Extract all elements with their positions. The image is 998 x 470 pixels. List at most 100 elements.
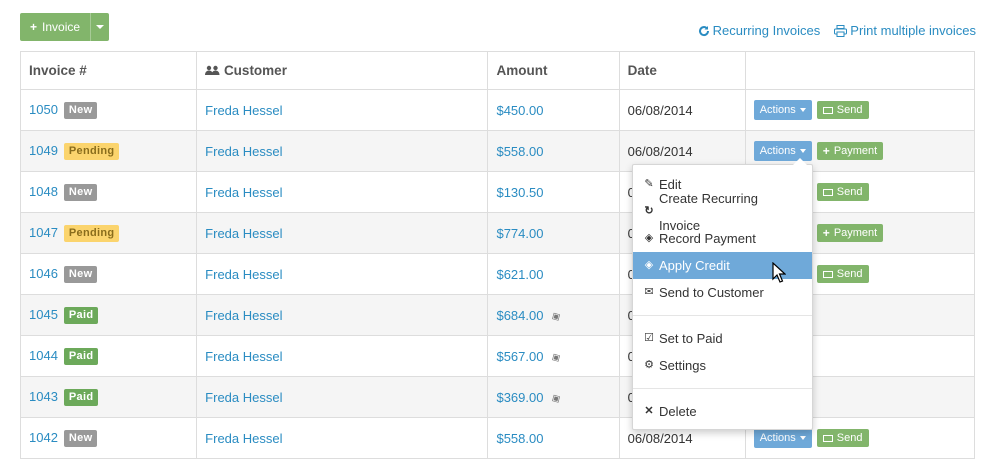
menu-item-edit[interactable]: ✎ Edit xyxy=(633,171,812,198)
actions-button[interactable]: Actions xyxy=(753,141,812,161)
plus-icon: + xyxy=(822,226,830,240)
amount-link[interactable]: $450.00 xyxy=(496,102,544,118)
send-button[interactable]: Send xyxy=(816,265,869,283)
send-button[interactable]: Send xyxy=(816,429,869,447)
tag-icon[interactable]: ◈ xyxy=(548,389,564,406)
customer-link[interactable]: Freda Hessel xyxy=(205,266,283,282)
print-multiple-link[interactable]: Print multiple invoices xyxy=(834,23,976,38)
gear-icon: ⚙ xyxy=(644,359,654,371)
invoice-number-link[interactable]: 1048 xyxy=(29,183,58,199)
date-text: 06/08/2014 xyxy=(627,143,693,159)
customer-link[interactable]: Freda Hessel xyxy=(205,225,283,241)
customer-cell: Freda Hessel xyxy=(196,212,489,254)
actions-button[interactable]: Actions xyxy=(753,100,812,120)
invoice-number-link[interactable]: 1043 xyxy=(29,388,58,404)
column-header-amount[interactable]: Amount xyxy=(487,51,620,90)
envelope-icon: ✉ xyxy=(644,286,654,298)
column-header-date[interactable]: Date xyxy=(618,51,746,90)
menu-item-record-payment[interactable]: ◈ Record Payment xyxy=(633,225,812,252)
amount-link[interactable]: $621.00 xyxy=(496,266,544,282)
table-row: 1042 New Freda Hessel $558.00 06/08/2014 … xyxy=(19,417,976,459)
amount-cell: $130.50 xyxy=(487,171,620,213)
printer-icon xyxy=(834,24,848,37)
invoice-table: Invoice # Customer Amount Date 1050 New F… xyxy=(19,51,976,459)
date-text: 06/08/2014 xyxy=(627,430,693,446)
new-invoice-button[interactable]: + Invoice xyxy=(20,13,91,41)
recurring-invoices-link[interactable]: Recurring Invoices xyxy=(698,23,820,38)
payment-button[interactable]: + Payment xyxy=(816,224,884,242)
tag-icon[interactable]: ◈ xyxy=(548,307,564,324)
amount-cell: $450.00 xyxy=(487,89,620,131)
menu-item-delete[interactable]: ✕ Delete xyxy=(633,398,812,425)
amount-link[interactable]: $684.00 xyxy=(496,307,544,323)
menu-item-create-recurring[interactable]: ↻ Create Recurring Invoice xyxy=(644,190,758,233)
amount-link[interactable]: $558.00 xyxy=(496,143,544,159)
column-header-invoice[interactable]: Invoice # xyxy=(19,51,198,90)
customer-link[interactable]: Freda Hessel xyxy=(205,430,283,446)
envelope-icon xyxy=(822,188,833,196)
close-icon: ✕ xyxy=(644,405,654,417)
invoice-number-cell: 1044 Paid xyxy=(19,335,198,377)
invoice-number-cell: 1046 New xyxy=(19,253,198,295)
chevron-down-icon xyxy=(799,149,806,153)
menu-divider xyxy=(633,388,812,389)
customer-cell: Freda Hessel xyxy=(196,171,489,213)
menu-item-set-to-paid[interactable]: ☑ Set to Paid xyxy=(633,325,812,352)
chevron-down-icon xyxy=(799,108,806,112)
customer-cell: Freda Hessel xyxy=(196,417,489,459)
amount-link[interactable]: $369.00 xyxy=(496,389,544,405)
customer-cell: Freda Hessel xyxy=(196,89,489,131)
invoice-number-link[interactable]: 1047 xyxy=(29,224,58,240)
invoice-number-link[interactable]: 1045 xyxy=(29,306,58,322)
menu-item-send-to-customer[interactable]: ✉ Send to Customer xyxy=(633,279,812,306)
amount-link[interactable]: $567.00 xyxy=(496,348,544,364)
customer-link[interactable]: Freda Hessel xyxy=(205,184,283,200)
menu-divider xyxy=(633,315,812,316)
customer-link[interactable]: Freda Hessel xyxy=(205,102,283,118)
invoice-number-link[interactable]: 1050 xyxy=(29,101,58,117)
status-badge: Pending xyxy=(63,224,120,242)
invoice-number-link[interactable]: 1042 xyxy=(29,429,58,445)
new-invoice-label: Invoice xyxy=(42,20,81,34)
customer-link[interactable]: Freda Hessel xyxy=(205,389,283,405)
new-invoice-dropdown-toggle[interactable] xyxy=(90,13,110,41)
new-invoice-split-button[interactable]: + Invoice xyxy=(20,13,110,41)
customer-link[interactable]: Freda Hessel xyxy=(205,307,283,323)
invoice-number-link[interactable]: 1049 xyxy=(29,142,58,158)
invoice-number-cell: 1042 New xyxy=(19,417,198,459)
customer-cell: Freda Hessel xyxy=(196,294,489,336)
tag-icon[interactable]: ◈ xyxy=(548,348,564,365)
amount-cell: $567.00 ◈ xyxy=(487,335,620,377)
amount-link[interactable]: $774.00 xyxy=(496,225,544,241)
actions-button[interactable]: Actions xyxy=(753,428,812,448)
customer-link[interactable]: Freda Hessel xyxy=(205,348,283,364)
status-badge: Paid xyxy=(63,306,99,324)
invoice-number-cell: 1048 New xyxy=(19,171,198,213)
table-row: 1045 Paid Freda Hessel $684.00◈ 0 xyxy=(19,294,976,336)
menu-item-settings[interactable]: ⚙ Settings xyxy=(633,352,812,379)
payment-button[interactable]: + Payment xyxy=(816,142,884,160)
plus-icon: + xyxy=(30,20,38,34)
date-text: 0 xyxy=(628,185,635,200)
customer-link[interactable]: Freda Hessel xyxy=(205,143,283,159)
status-badge: New xyxy=(63,265,98,283)
amount-link[interactable]: $558.00 xyxy=(496,430,544,446)
amount-link[interactable]: $130.50 xyxy=(496,184,544,200)
envelope-icon xyxy=(822,106,833,114)
date-text: 06/08/2014 xyxy=(627,102,693,118)
table-row: 1043 Paid Freda Hessel $369.00◈ 0 xyxy=(19,376,976,418)
amount-cell: $684.00 ◈ xyxy=(487,294,620,336)
tag-icon: ◈ xyxy=(644,259,654,271)
send-button[interactable]: Send xyxy=(816,183,869,201)
send-button[interactable]: Send xyxy=(816,101,869,119)
column-header-customer[interactable]: Customer xyxy=(196,51,489,90)
invoice-number-link[interactable]: 1046 xyxy=(29,265,58,281)
refresh-icon xyxy=(698,25,709,36)
actions-dropdown-menu: ✎ Edit ↻ Create Recurring Invoice ◈ Reco… xyxy=(632,158,813,430)
invoice-number-link[interactable]: 1044 xyxy=(29,347,58,363)
table-row: 1050 New Freda Hessel $450.00 06/08/2014 … xyxy=(19,89,976,131)
edit-icon: ✎ xyxy=(644,178,654,190)
menu-item-apply-credit[interactable]: ◈ Apply Credit xyxy=(633,252,812,279)
customer-cell: Freda Hessel xyxy=(196,376,489,418)
